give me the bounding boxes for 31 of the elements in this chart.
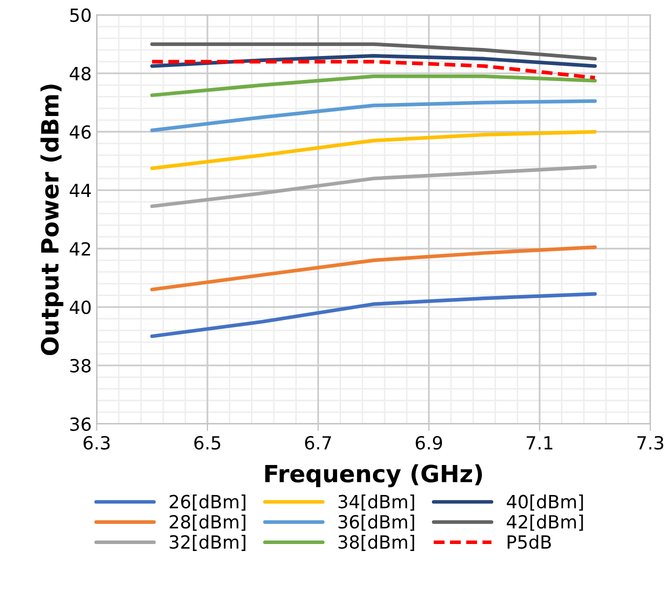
legend-label: 34[dBm] — [338, 494, 414, 511]
x-tick-label: 6.9 — [416, 436, 442, 450]
y-tick-label: 40 — [70, 300, 91, 314]
x-tick-label: 7.3 — [637, 436, 664, 450]
y-tick-label: 48 — [70, 66, 91, 80]
x-tick-label: 6.7 — [305, 436, 331, 450]
legend-label: 32[dBm] — [170, 534, 246, 551]
x-axis-title: Frequency (GHz) — [265, 464, 482, 488]
line-series — [150, 130, 597, 170]
legend-label: 38[dBm] — [338, 534, 414, 551]
x-tick-label: 6.5 — [194, 436, 220, 450]
line-series — [150, 165, 597, 208]
legend-label: 28[dBm] — [170, 514, 246, 531]
y-axis-title: Output Power (dBm) — [40, 84, 64, 356]
legend-label: 40[dBm] — [506, 494, 583, 511]
line-series — [150, 292, 597, 338]
y-tick-label: 38 — [70, 358, 91, 373]
y-tick-label: 42 — [70, 242, 90, 256]
y-tick-label: 36 — [70, 417, 91, 431]
line-series — [150, 74, 597, 98]
line-series — [150, 245, 597, 292]
legend-label: P5dB — [508, 534, 551, 549]
x-tick-label: 7.1 — [526, 436, 552, 450]
legend-label: 26[dBm] — [170, 494, 246, 511]
line-series — [150, 99, 597, 132]
legend-label: 42[dBm] — [506, 514, 583, 531]
x-tick-label: 6.3 — [84, 436, 110, 450]
legend-label: 36[dBm] — [338, 514, 414, 531]
y-tick-label: 50 — [70, 8, 91, 22]
y-tick-label: 46 — [70, 125, 91, 139]
y-tick-label: 44 — [70, 184, 91, 198]
